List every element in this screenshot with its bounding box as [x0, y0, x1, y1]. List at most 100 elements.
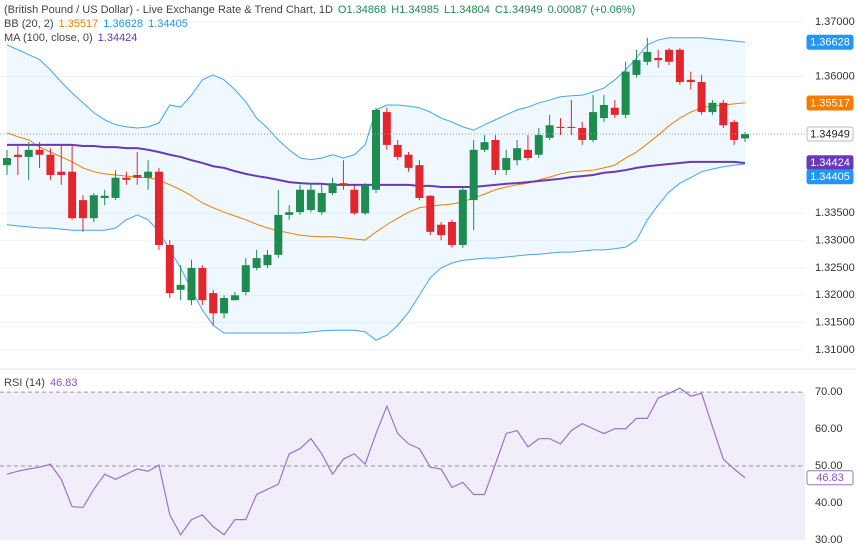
candle-body: [393, 144, 402, 157]
price-badge: [806, 126, 854, 142]
ohlc-value: L1.34804: [443, 4, 490, 16]
candle-body: [415, 165, 424, 198]
y-tick-label: 1.33000: [815, 235, 855, 247]
candle-body: [523, 149, 532, 159]
candle-body: [263, 254, 272, 266]
price-badge-label: 1.35517: [810, 97, 850, 109]
candle-body: [458, 189, 467, 245]
header-line: (British Pound / US Dollar) - Live Excha…: [4, 3, 645, 17]
candle-body: [589, 112, 598, 140]
candle-body: [686, 79, 695, 83]
candle-body: [24, 149, 33, 157]
candle-body: [469, 149, 478, 201]
candle-body: [198, 267, 207, 301]
candle-body: [513, 148, 522, 161]
candle-body: [241, 265, 250, 292]
candle-body: [502, 158, 511, 171]
ohlc-value: 0.00087 (+0.06%): [547, 4, 636, 16]
rsi-title: RSI (14): [4, 377, 45, 389]
candle-body: [480, 142, 489, 150]
candle-body: [675, 49, 684, 83]
candle-body: [57, 171, 66, 175]
price-badge: [806, 470, 854, 486]
candle-body: [252, 258, 261, 268]
candle-body: [13, 154, 22, 157]
y-tick-label: 30.00: [815, 534, 843, 544]
ohlc-value: O1.34868: [337, 4, 387, 16]
y-tick-label: 1.31000: [815, 344, 855, 356]
candle-body: [133, 174, 142, 178]
candle-body: [285, 212, 294, 215]
candle-body: [599, 104, 608, 119]
ohlc-value: C1.34949: [494, 4, 543, 16]
candle-body: [35, 149, 44, 155]
overlay-line: [6, 163, 746, 341]
ohlc: O1.34868 H1.34985 L1.34804 C1.34949 0.00087 …: [338, 4, 640, 16]
candle-body: [697, 82, 706, 113]
price-badge-label: 1.34405: [810, 171, 850, 183]
candle-body: [209, 293, 218, 314]
indicator-value: 1.36628: [103, 18, 144, 30]
price-badge-label: 1.34949: [810, 128, 850, 140]
candle-body: [665, 49, 674, 62]
candle-body: [111, 177, 120, 198]
candle-body: [437, 224, 446, 236]
price-badge: [806, 95, 854, 111]
candle-body: [545, 125, 554, 138]
candle-body: [78, 200, 87, 219]
candle-body: [306, 189, 315, 210]
price-badge: [806, 34, 854, 50]
rsi-legend: RSI (14) 46.83: [4, 376, 83, 390]
candle-body: [361, 184, 370, 214]
rsi-line: [6, 387, 746, 536]
indicator-legend: MA (100, close, 0) 1.34424: [4, 31, 142, 45]
candle-body: [708, 102, 717, 113]
candle-body: [274, 214, 283, 255]
y-tick-label: 50.00: [815, 460, 843, 472]
candle-body: [350, 189, 359, 214]
indicator-legend: BB (20, 2) 1.35517 1.36628 1.34405: [4, 17, 193, 31]
indicator-value: 1.35517: [58, 18, 99, 30]
y-tick-label: 40.00: [815, 497, 843, 509]
y-tick-label: 1.33500: [815, 207, 855, 219]
y-tick-label: 70.00: [815, 386, 843, 398]
candle-body: [556, 126, 565, 128]
candle-body: [230, 295, 239, 301]
candle-body: [741, 134, 749, 139]
price-badge-label: 1.34424: [810, 157, 850, 169]
candle-body: [719, 102, 728, 126]
candle-body: [404, 154, 413, 168]
y-tick-label: 60.00: [815, 423, 843, 435]
candle-body: [426, 195, 435, 232]
candle-body: [89, 195, 98, 219]
candle-body: [632, 60, 641, 75]
candle-body: [447, 222, 456, 245]
candle-body: [176, 284, 185, 290]
rsi-value: 46.83: [49, 377, 78, 389]
candle-body: [100, 195, 109, 198]
indicator-value: 1.34405: [148, 18, 188, 30]
candle-body: [187, 267, 196, 301]
candle-body: [220, 298, 229, 314]
candle-body: [491, 139, 500, 171]
candle-body: [621, 71, 630, 115]
candle-body: [122, 177, 131, 180]
y-tick-label: 1.32500: [815, 262, 855, 274]
overlay-line: [6, 102, 746, 241]
candle-body: [296, 189, 305, 213]
candle-body: [610, 107, 619, 115]
candle-body: [46, 154, 55, 175]
candle-body: [339, 183, 348, 185]
indicator-value: 1.34424: [97, 32, 138, 44]
candle-body: [328, 183, 337, 194]
candle-body: [654, 57, 663, 61]
chart-title: (British Pound / US Dollar) - Live Excha…: [4, 4, 333, 16]
candle-body: [68, 171, 77, 219]
candle-body: [144, 171, 153, 178]
y-tick-label: 1.36000: [815, 70, 855, 82]
candle-body: [3, 158, 11, 166]
candle-body: [534, 135, 543, 155]
indicator-label: MA (100, close, 0): [4, 32, 93, 44]
